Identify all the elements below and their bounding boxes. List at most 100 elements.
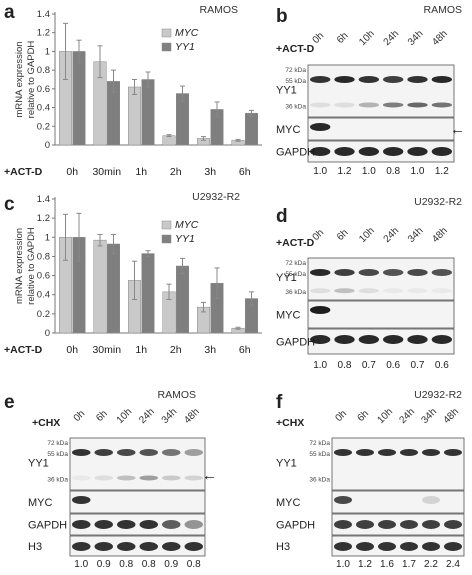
quant-value: 1.6 xyxy=(380,559,394,570)
panel-letter: b xyxy=(276,6,288,27)
blot-band xyxy=(310,147,331,156)
blot-band xyxy=(117,475,136,481)
blot-band xyxy=(334,449,352,456)
x-tick-label: 1h xyxy=(135,344,147,356)
legend-swatch-yy1 xyxy=(161,234,172,244)
blot-band xyxy=(310,306,331,314)
blot-band xyxy=(334,76,355,83)
row-label-yy1: YY1 xyxy=(28,458,49,470)
blot-band xyxy=(431,102,453,108)
quant-value: 2.4 xyxy=(446,559,460,570)
quant-value: 1.0 xyxy=(362,166,376,177)
quant-value: 0.8 xyxy=(142,559,156,570)
blot-band xyxy=(139,520,158,529)
row-label-yy1: YY1 xyxy=(276,458,297,470)
blot-frame-yy1 xyxy=(331,437,465,491)
blot-band xyxy=(184,520,203,529)
kda-marker: 55 kDa xyxy=(285,78,306,85)
kda-marker: 55 kDa xyxy=(285,271,306,278)
y-tick-label: 0.8 xyxy=(37,65,50,76)
blot-frame-yy1 xyxy=(307,64,455,118)
blot-band xyxy=(400,520,418,529)
blot-band xyxy=(407,102,428,108)
y-tick-label: 0.6 xyxy=(37,271,50,282)
quant-value: 2.2 xyxy=(424,559,438,570)
blot-band xyxy=(72,475,91,481)
blot-band xyxy=(94,520,113,529)
blot-band xyxy=(407,147,428,156)
lane-time-label: 24h xyxy=(397,406,417,426)
blot-band xyxy=(72,496,91,504)
blot-f: f U2932-R2 +CHX 0h 6h 10h 24h 34h 48h 72 kDa 55 kD… xyxy=(276,389,465,570)
kda-marker: 55 kDa xyxy=(47,451,68,458)
x-tick-label: 2h xyxy=(170,166,182,178)
y-tick-label: 0.4 xyxy=(37,103,50,114)
lane-time-label: 10h xyxy=(115,406,135,426)
blot-band xyxy=(444,520,462,529)
row-label-h3: H3 xyxy=(28,541,42,553)
x-tick-label: 6h xyxy=(239,344,251,356)
blot-band xyxy=(356,449,374,456)
blot-band xyxy=(139,542,158,551)
y-tick-label: 1 xyxy=(45,46,50,57)
chart-a: a RAMOS mRNA expression relative to GAPDH 0 0… xyxy=(4,2,262,178)
x-tick-label: 6h xyxy=(239,166,251,178)
blot-band xyxy=(422,542,440,551)
blot-band xyxy=(184,542,203,551)
lane-time-label: 24h xyxy=(382,28,402,48)
lane-time-label: 48h xyxy=(430,225,450,245)
blot-band xyxy=(356,520,374,529)
row-label-gapdh: GAPDH xyxy=(276,520,315,532)
quant-value: 0.9 xyxy=(164,559,178,570)
blot-band xyxy=(162,475,181,481)
quant-value: 1.0 xyxy=(313,360,327,371)
lane-time-label: 24h xyxy=(137,406,157,426)
kda-marker: 72 kDa xyxy=(47,440,68,447)
blot-band xyxy=(431,147,453,156)
blot-band xyxy=(383,288,404,294)
legend-label-yy1: YY1 xyxy=(175,233,195,245)
row-label-myc: MYC xyxy=(28,497,53,509)
kda-marker: 36 kDa xyxy=(285,289,306,296)
blot-band xyxy=(139,449,158,456)
blot-band xyxy=(383,147,404,156)
y-axis-label: mRNA expression xyxy=(14,228,25,304)
blot-band xyxy=(162,449,181,456)
blot-title: RAMOS xyxy=(423,4,462,16)
blot-band xyxy=(383,335,404,344)
treatment-label: +ACT-D xyxy=(276,237,315,249)
quant-value: 0.7 xyxy=(362,360,376,371)
blot-band xyxy=(72,520,91,529)
lane-time-label: 10h xyxy=(357,225,377,245)
legend-label-yy1: YY1 xyxy=(175,41,195,53)
blot-title: RAMOS xyxy=(157,389,196,401)
treatment-label: +ACT-D xyxy=(276,43,315,55)
blot-band xyxy=(358,102,380,108)
y-axis-label: relative to GAPDH xyxy=(26,41,37,119)
blot-band xyxy=(72,449,91,456)
blot-band xyxy=(358,335,380,344)
blot-band xyxy=(407,335,428,344)
arrow-icon: ← xyxy=(202,467,217,484)
y-axis-label: relative to GAPDH xyxy=(26,227,37,305)
blot-frame-myc xyxy=(69,490,206,514)
lane-time-label: 10h xyxy=(375,406,395,426)
quant-value: 0.8 xyxy=(338,360,352,371)
quant-value: 1.0 xyxy=(313,166,327,177)
blot-band xyxy=(431,269,453,276)
blot-band xyxy=(117,449,136,456)
quant-value: 0.6 xyxy=(435,360,449,371)
panel-letter: e xyxy=(4,392,15,413)
bar-yy1 xyxy=(245,112,258,146)
kda-marker: 55 kDa xyxy=(309,451,330,458)
quant-value: 1.7 xyxy=(402,559,416,570)
lane-time-label: 34h xyxy=(160,406,180,426)
kda-marker: 72 kDa xyxy=(285,67,306,74)
blot-frame-yy1 xyxy=(307,257,455,301)
row-label-gapdh: GAPDH xyxy=(276,147,315,159)
quant-value: 0.8 xyxy=(187,559,201,570)
blot-frame-yy1 xyxy=(69,437,206,491)
lane-time-label: 6h xyxy=(355,408,371,424)
bar-yy1 xyxy=(107,243,120,334)
quant-value: 1.2 xyxy=(338,166,352,177)
